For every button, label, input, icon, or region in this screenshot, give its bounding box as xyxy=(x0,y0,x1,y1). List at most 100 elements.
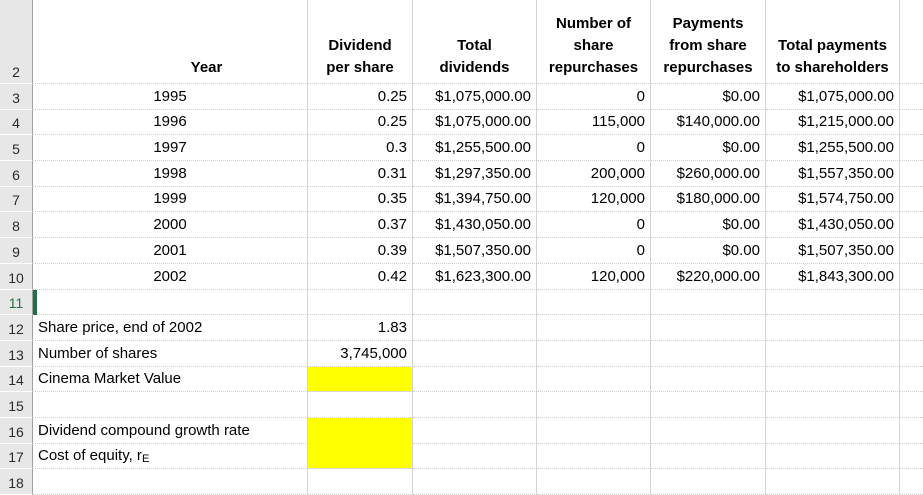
cell-C16[interactable] xyxy=(308,417,413,444)
cell-G14[interactable] xyxy=(766,366,900,393)
cell-E7[interactable]: 120,000 xyxy=(537,186,651,213)
cell-E12[interactable] xyxy=(537,315,651,341)
cell-H15[interactable] xyxy=(900,392,923,418)
cell-D12[interactable] xyxy=(413,315,537,341)
cell-D3[interactable]: $1,075,000.00 xyxy=(413,84,537,110)
header-total-payments-to-shareholders[interactable]: Total payments to shareholders xyxy=(766,0,900,84)
row-header-18[interactable]: 18 xyxy=(0,469,33,495)
cell-E14[interactable] xyxy=(537,366,651,393)
cell-H11[interactable] xyxy=(900,290,923,316)
cell-D16[interactable] xyxy=(413,417,537,444)
cell-C7[interactable]: 0.35 xyxy=(308,186,413,213)
row-header-7[interactable]: 7 xyxy=(0,186,33,213)
cell-E18[interactable] xyxy=(537,469,651,495)
cell-H9[interactable] xyxy=(900,238,923,264)
cell-C5[interactable]: 0.3 xyxy=(308,135,413,162)
row-header-14[interactable]: 14 xyxy=(0,366,33,393)
cell-H16[interactable] xyxy=(900,418,923,444)
row-header-17[interactable]: 17 xyxy=(0,443,33,470)
cell-C9[interactable]: 0.39 xyxy=(308,238,413,264)
cell-E4[interactable]: 115,000 xyxy=(537,109,651,136)
header-year[interactable]: Year xyxy=(33,0,308,84)
row-header-11[interactable]: 11 xyxy=(0,289,33,316)
cell-E15[interactable] xyxy=(537,392,651,418)
cell-F8[interactable]: $0.00 xyxy=(651,212,766,239)
cell-B14[interactable]: Cinema Market Value xyxy=(33,366,308,393)
cell-E17[interactable] xyxy=(537,443,651,470)
cell-E10[interactable]: 120,000 xyxy=(537,263,651,290)
cell-G9[interactable]: $1,507,350.00 xyxy=(766,238,900,264)
cell-C6[interactable]: 0.31 xyxy=(308,161,413,187)
cell-C18[interactable] xyxy=(308,469,413,495)
cell-H6[interactable] xyxy=(900,161,923,187)
cell-D8[interactable]: $1,430,050.00 xyxy=(413,212,537,239)
cell-G6[interactable]: $1,557,350.00 xyxy=(766,161,900,187)
header-total-dividends[interactable]: Total dividends xyxy=(413,0,537,84)
cell-B5[interactable]: 1997 xyxy=(33,135,308,162)
header-number-of-share-repurchases[interactable]: Number of share repurchases xyxy=(537,0,651,84)
cell-G13[interactable] xyxy=(766,340,900,367)
row-header-2[interactable]: 2 xyxy=(0,0,33,84)
cell-G12[interactable] xyxy=(766,315,900,341)
cell-C4[interactable]: 0.25 xyxy=(308,109,413,136)
cell-F4[interactable]: $140,000.00 xyxy=(651,109,766,136)
cell-C14[interactable] xyxy=(308,366,413,393)
cell-G5[interactable]: $1,255,500.00 xyxy=(766,135,900,162)
cell-C15[interactable] xyxy=(308,392,413,418)
row-header-16[interactable]: 16 xyxy=(0,417,33,444)
cell-B15[interactable] xyxy=(33,392,308,418)
row-header-12[interactable]: 12 xyxy=(0,315,33,341)
row-header-13[interactable]: 13 xyxy=(0,340,33,367)
cell-E13[interactable] xyxy=(537,340,651,367)
cell-C10[interactable]: 0.42 xyxy=(308,263,413,290)
cell-C17[interactable] xyxy=(308,443,413,470)
cell-F9[interactable]: $0.00 xyxy=(651,238,766,264)
cell-C13[interactable]: 3,745,000 xyxy=(308,340,413,367)
empty-cell-H2[interactable] xyxy=(900,0,923,84)
cell-H4[interactable] xyxy=(900,110,923,136)
cell-B4[interactable]: 1996 xyxy=(33,109,308,136)
cell-F11[interactable] xyxy=(651,289,766,316)
cell-D17[interactable] xyxy=(413,443,537,470)
cell-E8[interactable]: 0 xyxy=(537,212,651,239)
header-payments-from-share-repurchases[interactable]: Payments from share repurchases xyxy=(651,0,766,84)
cell-B9[interactable]: 2001 xyxy=(33,238,308,264)
cell-F10[interactable]: $220,000.00 xyxy=(651,263,766,290)
cell-D13[interactable] xyxy=(413,340,537,367)
cell-H17[interactable] xyxy=(900,444,923,470)
cell-D15[interactable] xyxy=(413,392,537,418)
cell-B6[interactable]: 1998 xyxy=(33,161,308,187)
cell-G8[interactable]: $1,430,050.00 xyxy=(766,212,900,239)
cell-H5[interactable] xyxy=(900,135,923,162)
cell-F12[interactable] xyxy=(651,315,766,341)
cell-E3[interactable]: 0 xyxy=(537,84,651,110)
cell-C11[interactable] xyxy=(308,289,413,316)
cell-B3[interactable]: 1995 xyxy=(33,84,308,110)
cell-F7[interactable]: $180,000.00 xyxy=(651,186,766,213)
cell-F15[interactable] xyxy=(651,392,766,418)
cell-F13[interactable] xyxy=(651,340,766,367)
cell-D9[interactable]: $1,507,350.00 xyxy=(413,238,537,264)
cell-B13[interactable]: Number of shares xyxy=(33,340,308,367)
cell-B7[interactable]: 1999 xyxy=(33,186,308,213)
cell-E11[interactable] xyxy=(537,289,651,316)
cell-F3[interactable]: $0.00 xyxy=(651,84,766,110)
cell-F17[interactable] xyxy=(651,443,766,470)
cell-G15[interactable] xyxy=(766,392,900,418)
cell-F5[interactable]: $0.00 xyxy=(651,135,766,162)
cell-G17[interactable] xyxy=(766,443,900,470)
cell-F18[interactable] xyxy=(651,469,766,495)
cell-H13[interactable] xyxy=(900,341,923,367)
row-header-8[interactable]: 8 xyxy=(0,212,33,239)
cell-C3[interactable]: 0.25 xyxy=(308,84,413,110)
cell-E6[interactable]: 200,000 xyxy=(537,161,651,187)
cell-F16[interactable] xyxy=(651,417,766,444)
cell-C8[interactable]: 0.37 xyxy=(308,212,413,239)
row-header-3[interactable]: 3 xyxy=(0,84,33,110)
cell-D14[interactable] xyxy=(413,366,537,393)
cell-E9[interactable]: 0 xyxy=(537,238,651,264)
cell-F14[interactable] xyxy=(651,366,766,393)
cell-G11[interactable] xyxy=(766,289,900,316)
cell-H18[interactable] xyxy=(900,469,923,495)
